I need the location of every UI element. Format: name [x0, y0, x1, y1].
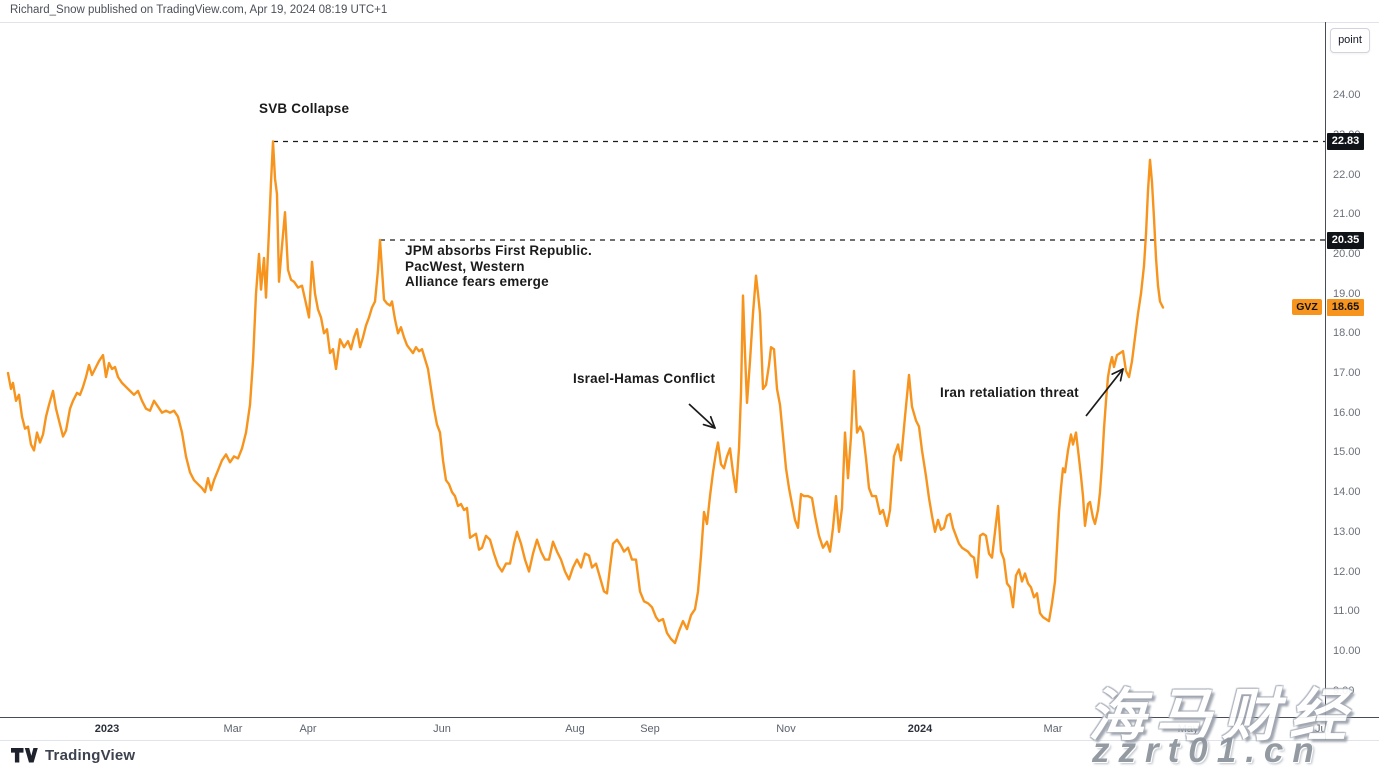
time-tick-Mar: Mar	[1043, 723, 1063, 735]
annotation-iran-retaliation: Iran retaliation threat	[940, 385, 1079, 400]
price-tick-9: 9.00	[1333, 684, 1355, 697]
watermark-url: zzrt01.cn	[1092, 731, 1323, 770]
time-tick-Sep: Sep	[640, 723, 660, 735]
time-tick-Mar: Mar	[223, 723, 243, 735]
top-border	[0, 22, 1379, 23]
arrowhead	[1111, 368, 1124, 376]
annotation-svb-collapse: SVB Collapse	[259, 101, 350, 116]
price-tick-12: 12.00	[1333, 565, 1361, 578]
annotation-jpm-first-republic: JPM absorbs First Republic. PacWest, Wes…	[405, 243, 592, 289]
price-tick-20: 20.00	[1333, 247, 1361, 260]
footer-bar	[0, 741, 1379, 773]
arrowhead	[709, 415, 716, 429]
price-tick-18: 18.00	[1333, 327, 1361, 340]
last-price-label: 18.65	[1327, 298, 1364, 316]
arrowhead	[1119, 368, 1124, 382]
symbol-label-gvz: GVZ	[1292, 299, 1322, 316]
price-axis-border	[1325, 22, 1326, 740]
level-price-label-22.83: 22.83	[1327, 133, 1364, 151]
time-tick-Jul: Jul	[1314, 723, 1330, 735]
price-tick-14: 14.00	[1333, 486, 1361, 499]
tradingview-logo-text: TradingView	[45, 747, 136, 764]
price-tick-11: 11.00	[1333, 605, 1360, 618]
price-tick-24: 24.00	[1333, 89, 1361, 102]
price-tick-22: 22.00	[1333, 168, 1361, 181]
time-tick-May: May	[1177, 723, 1199, 735]
level-price-label-20.35: 20.35	[1327, 231, 1364, 249]
gvz-price-line	[6, 140, 1165, 645]
price-tick-19: 19.00	[1333, 287, 1361, 300]
arrowhead	[702, 423, 716, 429]
price-unit-button[interactable]: point	[1330, 28, 1370, 53]
time-tick-Jun: Jun	[433, 723, 451, 735]
price-tick-10: 10.00	[1333, 644, 1361, 657]
tradingview-logo[interactable]: TradingView	[11, 747, 135, 764]
time-tick-2023: 2023	[94, 723, 120, 735]
price-tick-17: 17.00	[1333, 367, 1361, 379]
published-byline: Richard_Snow published on TradingView.co…	[10, 4, 388, 16]
annotation-arrow-1	[1085, 368, 1124, 417]
annotation-arrow-0	[688, 403, 716, 429]
time-tick-Apr: Apr	[299, 723, 317, 735]
tradingview-logo-icon	[11, 748, 38, 763]
price-tick-21: 21.00	[1333, 208, 1361, 221]
watermark-chinese: 海马财经	[1088, 684, 1356, 748]
time-tick-2024: 2024	[907, 723, 933, 735]
time-tick-Aug: Aug	[565, 723, 585, 735]
price-tick-16: 16.00	[1333, 406, 1361, 419]
annotation-israel-hamas: Israel-Hamas Conflict	[573, 371, 716, 386]
time-tick-Nov: Nov	[776, 723, 796, 735]
price-tick-15: 15.00	[1333, 446, 1361, 459]
price-tick-13: 13.00	[1333, 525, 1361, 538]
footer-divider	[0, 740, 1379, 741]
time-axis-border	[0, 717, 1379, 718]
